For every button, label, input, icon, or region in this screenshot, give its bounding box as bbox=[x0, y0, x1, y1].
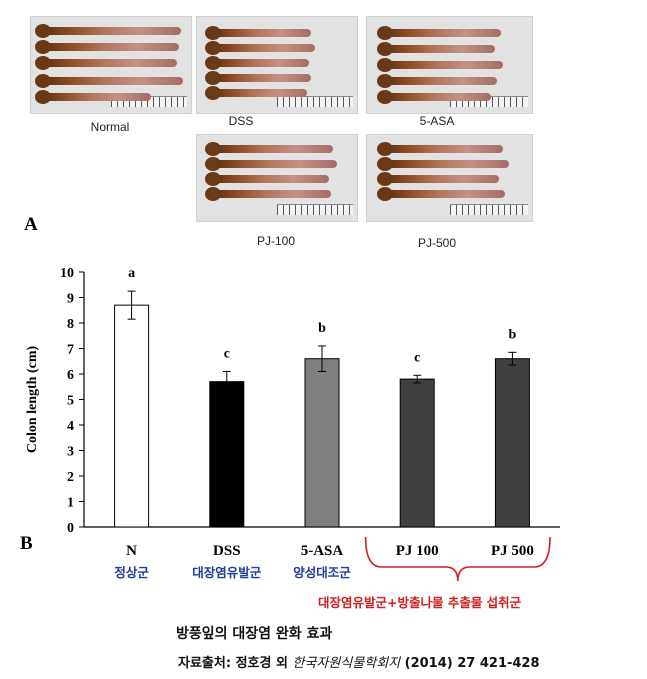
y-tick-label: 4 bbox=[67, 419, 74, 434]
x-group-label: 정상군 bbox=[114, 565, 149, 580]
colon-specimen bbox=[205, 142, 333, 156]
y-tick-label: 8 bbox=[67, 317, 74, 332]
ruler bbox=[449, 204, 528, 215]
bar-5 bbox=[494, 358, 530, 528]
x-category-label: DSS bbox=[213, 543, 241, 559]
colon-specimen bbox=[377, 172, 499, 186]
photo-label-normal: Normal bbox=[90, 120, 130, 134]
caption-title: 방풍잎의 대장염 완화 효과 bbox=[176, 626, 333, 642]
significance-letter: a bbox=[128, 266, 135, 281]
colon-specimen bbox=[377, 26, 501, 40]
bar-1 bbox=[114, 304, 150, 528]
colon-specimen bbox=[35, 56, 177, 70]
x-group-label: 양성대조군 bbox=[293, 565, 351, 580]
x-category-label: N bbox=[126, 543, 137, 559]
bar-4 bbox=[399, 378, 435, 528]
photo-label-pj500: PJ-500 bbox=[417, 236, 457, 250]
colon-specimen bbox=[377, 187, 505, 201]
x-category-label: 5-ASA bbox=[301, 543, 344, 559]
colon-specimen bbox=[35, 24, 181, 38]
x-category-label: PJ 500 bbox=[491, 543, 534, 559]
y-axis-label: Colon length (cm) bbox=[25, 346, 40, 454]
photo-dss bbox=[196, 16, 358, 114]
x-group-label: 대장염유발군 bbox=[192, 565, 262, 580]
photo-normal bbox=[30, 16, 192, 114]
y-tick-label: 10 bbox=[60, 266, 74, 281]
source-journal: 한국자원식물학회지 bbox=[292, 656, 401, 671]
photo-5asa bbox=[366, 16, 533, 114]
colon-specimen bbox=[205, 56, 309, 70]
significance-letter: b bbox=[318, 321, 326, 336]
significance-letter: c bbox=[224, 346, 230, 361]
colon-specimen bbox=[205, 71, 311, 85]
panel-letter-b: B bbox=[20, 533, 33, 554]
ruler bbox=[277, 204, 353, 215]
photo-label-5asa: 5-ASA bbox=[419, 114, 455, 128]
source-prefix: 자료출처: 정호경 외 bbox=[178, 656, 288, 671]
caption-source: 자료출처: 정호경 외 한국자원식물학회지 (2014) 27 421-428 bbox=[178, 652, 540, 671]
bar-2 bbox=[209, 381, 245, 528]
colon-specimen bbox=[205, 86, 307, 100]
y-tick-label: 0 bbox=[67, 521, 74, 536]
photo-pj500 bbox=[366, 134, 533, 222]
colon-specimen bbox=[35, 40, 179, 54]
colon-specimen bbox=[377, 90, 491, 104]
group-bracket bbox=[364, 536, 551, 582]
x-category-label: PJ 100 bbox=[396, 543, 439, 559]
significance-letter: b bbox=[509, 327, 517, 342]
y-tick-label: 1 bbox=[67, 496, 74, 511]
y-tick-label: 5 bbox=[67, 394, 74, 409]
photo-pj100 bbox=[196, 134, 358, 222]
y-tick-label: 6 bbox=[67, 368, 74, 383]
y-tick-label: 3 bbox=[67, 445, 74, 460]
ruler bbox=[277, 96, 353, 107]
colon-specimen bbox=[377, 74, 497, 88]
y-tick-label: 7 bbox=[67, 343, 74, 358]
bar-3 bbox=[304, 358, 340, 528]
pj-group-label: 대장염유발군+방출나물 추출물 섭취군 bbox=[318, 595, 522, 610]
colon-specimen bbox=[205, 187, 331, 201]
y-tick-label: 2 bbox=[67, 470, 74, 485]
colon-specimen bbox=[377, 142, 503, 156]
photo-label-pj100: PJ-100 bbox=[256, 234, 296, 248]
panel-letter-a: A bbox=[24, 214, 38, 235]
significance-letter: c bbox=[414, 350, 420, 365]
colon-specimen bbox=[205, 172, 329, 186]
colon-specimen bbox=[205, 157, 337, 171]
photo-label-dss: DSS bbox=[228, 114, 254, 128]
colon-specimen bbox=[35, 74, 183, 88]
source-suffix: (2014) 27 421-428 bbox=[404, 656, 540, 671]
colon-length-chart: 0 1 2 3 4 5 6 7 8 9 10 Colon length (cm) a N 정상군 c DSS 대장… bbox=[25, 266, 560, 582]
y-tick-label: 9 bbox=[67, 292, 74, 307]
colon-specimen bbox=[205, 41, 315, 55]
colon-specimen bbox=[35, 90, 151, 104]
colon-specimen bbox=[205, 26, 311, 40]
colon-specimen bbox=[377, 42, 495, 56]
colon-specimen bbox=[377, 157, 509, 171]
colon-specimen bbox=[377, 58, 503, 72]
